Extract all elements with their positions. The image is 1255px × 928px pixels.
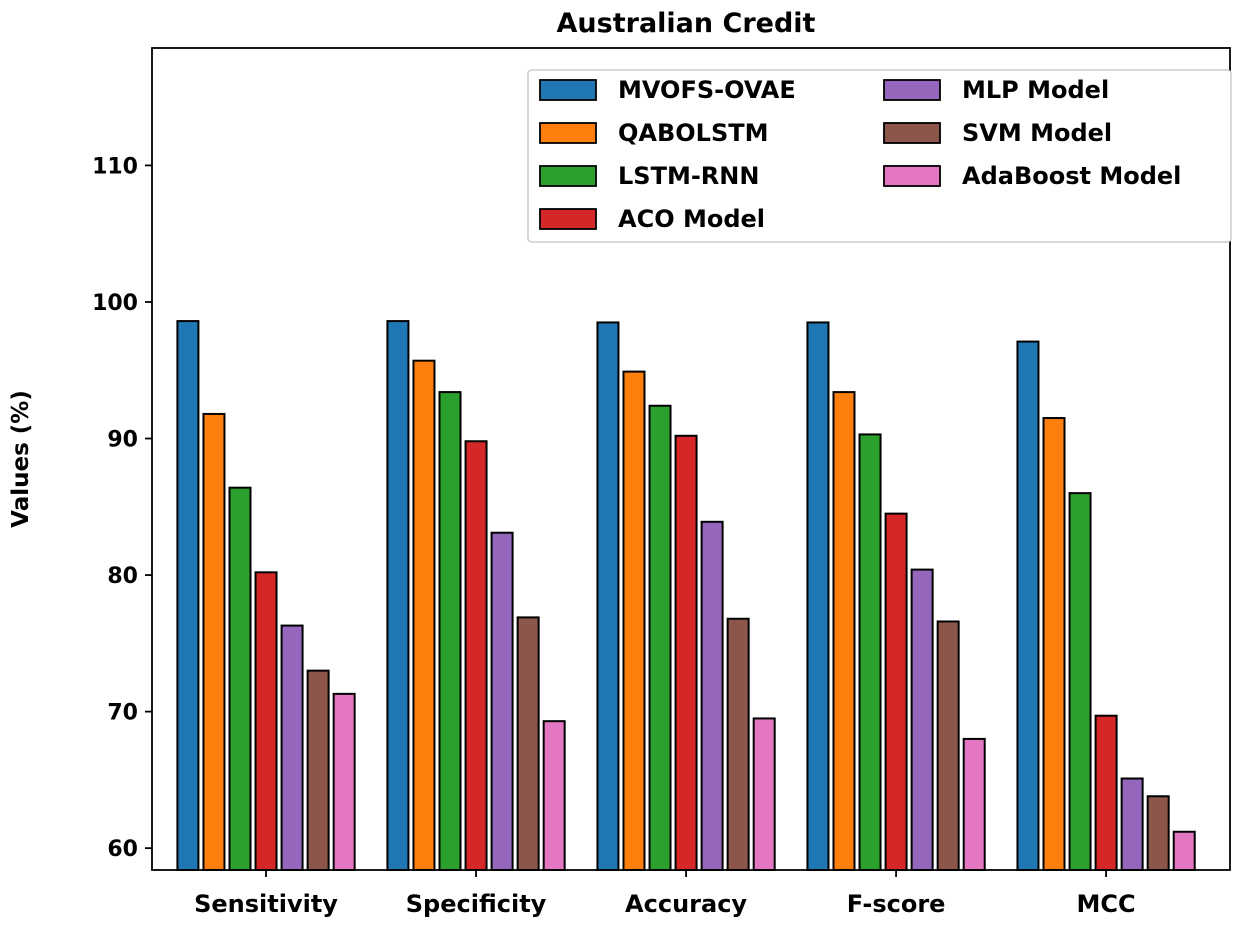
legend-swatch	[539, 165, 597, 187]
bar-lstm-rnn-specificity	[438, 391, 462, 871]
bar-mvofs-ovae-specificity	[386, 320, 410, 871]
bar-aco-model-mcc	[1094, 714, 1118, 872]
bar-adaboost-model-f-score	[962, 737, 986, 871]
bar-mvofs-ovae-mcc	[1016, 340, 1040, 872]
legend-swatch	[539, 122, 597, 144]
y-tick-label: 60	[107, 837, 138, 862]
bar-mlp-model-specificity	[490, 531, 514, 871]
bar-svm-model-f-score	[936, 620, 960, 871]
legend-label: SVM Model	[962, 119, 1112, 147]
bar-mlp-model-f-score	[910, 568, 934, 871]
legend-label: ACO Model	[618, 205, 765, 233]
legend-label: LSTM-RNN	[618, 162, 759, 190]
bar-qabolstm-accuracy	[622, 370, 646, 871]
bar-qabolstm-sensitivity	[202, 412, 226, 871]
bar-lstm-rnn-mcc	[1068, 492, 1092, 871]
bar-aco-model-f-score	[884, 512, 908, 871]
plot-frame	[151, 47, 1231, 871]
bar-qabolstm-mcc	[1042, 417, 1066, 871]
legend-box	[527, 69, 1232, 243]
bar-mvofs-ovae-accuracy	[596, 321, 620, 871]
bar-qabolstm-specificity	[412, 359, 436, 871]
bar-svm-model-mcc	[1146, 795, 1170, 872]
x-tick-label: Accuracy	[625, 890, 747, 918]
legend-swatch	[883, 165, 941, 187]
bar-mlp-model-mcc	[1120, 777, 1144, 871]
bar-mvofs-ovae-f-score	[806, 321, 830, 871]
bar-aco-model-sensitivity	[254, 571, 278, 871]
x-tick-label: MCC	[1077, 890, 1136, 918]
bar-svm-model-specificity	[516, 616, 540, 871]
bar-aco-model-accuracy	[674, 434, 698, 871]
bar-svm-model-sensitivity	[306, 669, 330, 872]
y-tick-label: 80	[107, 564, 138, 589]
legend-label: AdaBoost Model	[962, 162, 1181, 190]
bar-adaboost-model-accuracy	[752, 717, 776, 872]
bar-adaboost-model-specificity	[542, 720, 566, 872]
legend-swatch	[539, 79, 597, 101]
bar-lstm-rnn-f-score	[858, 433, 882, 871]
legend-label: MLP Model	[962, 76, 1109, 104]
bar-lstm-rnn-sensitivity	[228, 486, 252, 871]
y-tick-label: 90	[107, 428, 138, 453]
x-tick-label: Specificity	[406, 890, 547, 918]
bar-adaboost-model-mcc	[1172, 830, 1196, 872]
legend-swatch	[883, 122, 941, 144]
y-axis-label: Values (%)	[8, 390, 34, 528]
legend-label: QABOLSTM	[618, 119, 769, 147]
legend-swatch	[539, 208, 597, 230]
bar-lstm-rnn-accuracy	[648, 404, 672, 871]
legend-label: MVOFS-OVAE	[618, 76, 796, 104]
y-tick-label: 110	[92, 154, 138, 179]
legend: MVOFS-OVAE QABOLSTM LSTM-RNN ACO Model MLP M…	[527, 69, 1232, 243]
y-tick-label: 70	[107, 701, 138, 726]
x-tick-label: F-score	[847, 890, 946, 918]
y-tick-label: 100	[92, 291, 138, 316]
bar-adaboost-model-sensitivity	[332, 692, 356, 871]
bar-mvofs-ovae-sensitivity	[176, 320, 200, 871]
bar-mlp-model-accuracy	[700, 520, 724, 871]
x-tick-label: Sensitivity	[194, 890, 338, 918]
legend-swatch	[883, 79, 941, 101]
bar-aco-model-specificity	[464, 440, 488, 871]
bar-svm-model-accuracy	[726, 617, 750, 871]
chart-title: Australian Credit	[557, 8, 816, 39]
bar-qabolstm-f-score	[832, 391, 856, 871]
bar-mlp-model-sensitivity	[280, 624, 304, 871]
